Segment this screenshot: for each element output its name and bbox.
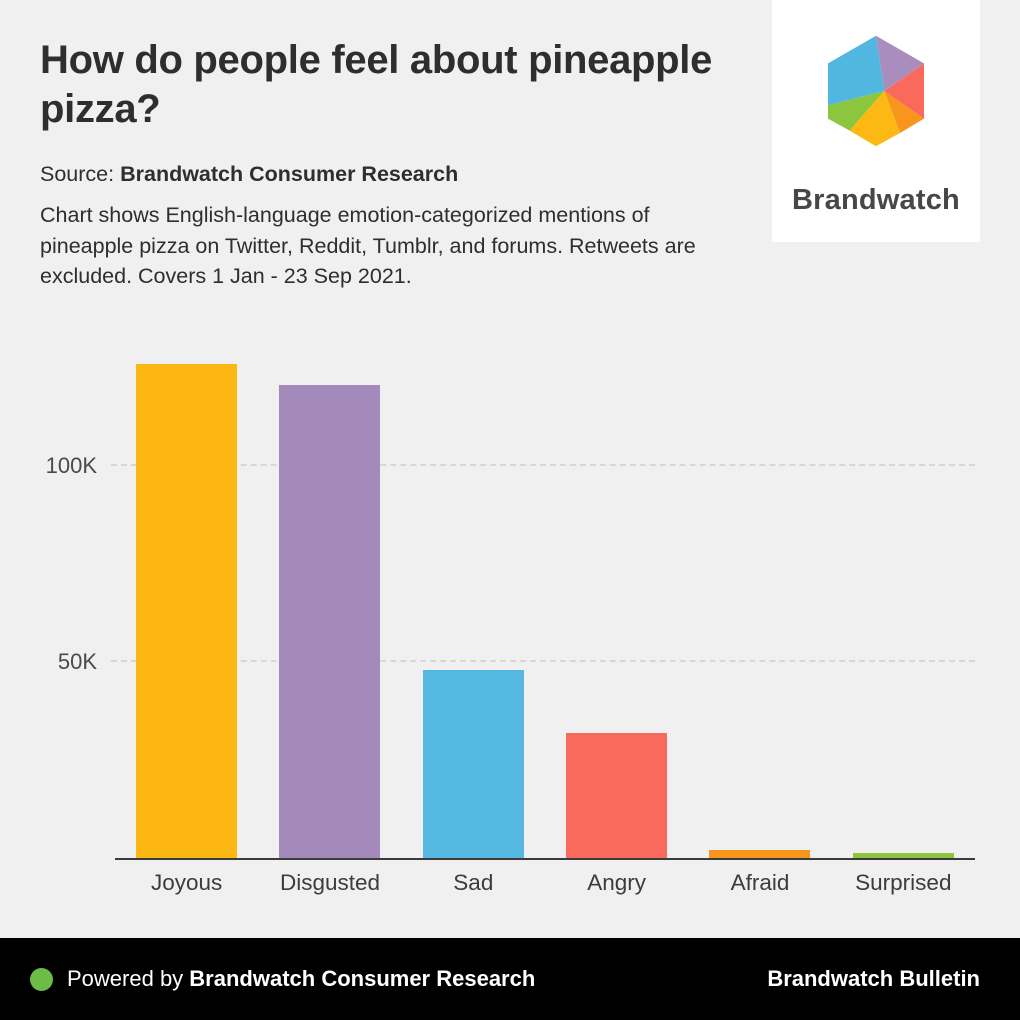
green-dot-icon: [30, 967, 53, 991]
bars: [115, 342, 975, 858]
footer-right-text: Brandwatch Bulletin: [767, 966, 980, 991]
page-title: How do people feel about pineapple pizza…: [40, 38, 713, 132]
bar-joyous: [136, 363, 238, 858]
bar-angry: [566, 733, 668, 858]
x-label-disgusted: Disgusted: [279, 869, 381, 895]
powered-by-prefix: Powered by: [67, 966, 190, 991]
source-line: Source: Brandwatch Consumer Research: [40, 162, 980, 187]
bar-surprised: [852, 852, 954, 858]
chart-description: Chart shows English-language emotion-cat…: [40, 203, 696, 289]
x-label-surprised: Surprised: [855, 869, 952, 895]
powered-by-text: Powered by Brandwatch Consumer Research: [67, 966, 535, 992]
bar-afraid: [709, 850, 811, 858]
x-labels: Joyous Disgusted Sad Angry Afraid Surprised: [115, 870, 975, 896]
bar-slot-afraid: [688, 342, 831, 858]
bar-slot-sad: [402, 342, 545, 858]
bar-slot-angry: [545, 342, 688, 858]
bar-sad: [422, 669, 524, 858]
bar-slot-disgusted: [258, 342, 401, 858]
gridline-50K: [111, 659, 975, 662]
source-label: Source:: [40, 162, 115, 187]
x-label-joyous: Joyous: [151, 869, 223, 895]
source-value: Brandwatch Consumer Research: [120, 162, 459, 187]
plot-area: 50K 100K: [46, 342, 975, 860]
bar-slot-joyous: [115, 342, 258, 858]
x-label-sad: Sad: [453, 869, 494, 895]
bar-chart: 50K 100K Joyous Disgusted Sad Angry Afraid Sur…: [46, 342, 975, 896]
bar-slot-surprised: [832, 342, 975, 858]
y-tick-label-50K: 50K: [57, 648, 97, 674]
brandwatch-hexagon-logo: [828, 35, 924, 147]
brandwatch-logo-card: Brandwatch: [772, 0, 980, 242]
gridline-100K: [111, 463, 975, 466]
y-tick-label-100K: 100K: [45, 452, 97, 478]
footer-bar: Powered by Brandwatch Consumer Research …: [0, 938, 1020, 1020]
bar-disgusted: [279, 385, 381, 858]
powered-by-value: Brandwatch Consumer Research: [189, 966, 536, 991]
x-label-afraid: Afraid: [730, 869, 790, 895]
brandwatch-wordmark: Brandwatch: [792, 184, 960, 216]
x-label-angry: Angry: [587, 869, 647, 895]
gridlines: 50K 100K: [46, 342, 975, 858]
